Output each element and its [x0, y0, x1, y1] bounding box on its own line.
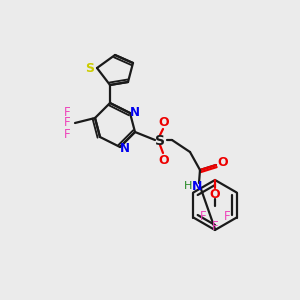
Text: F: F: [64, 106, 70, 118]
Text: F: F: [200, 209, 206, 223]
Text: S: S: [155, 134, 165, 148]
Text: N: N: [130, 106, 140, 118]
Text: H: H: [184, 181, 192, 191]
Text: F: F: [64, 116, 70, 130]
Text: N: N: [192, 179, 202, 193]
Text: F: F: [212, 220, 218, 232]
Text: O: O: [210, 188, 220, 202]
Text: O: O: [218, 157, 228, 169]
Text: O: O: [159, 116, 169, 128]
Text: F: F: [224, 209, 230, 223]
Text: O: O: [159, 154, 169, 166]
Text: F: F: [64, 128, 70, 140]
Text: N: N: [120, 142, 130, 154]
Text: S: S: [85, 61, 94, 74]
